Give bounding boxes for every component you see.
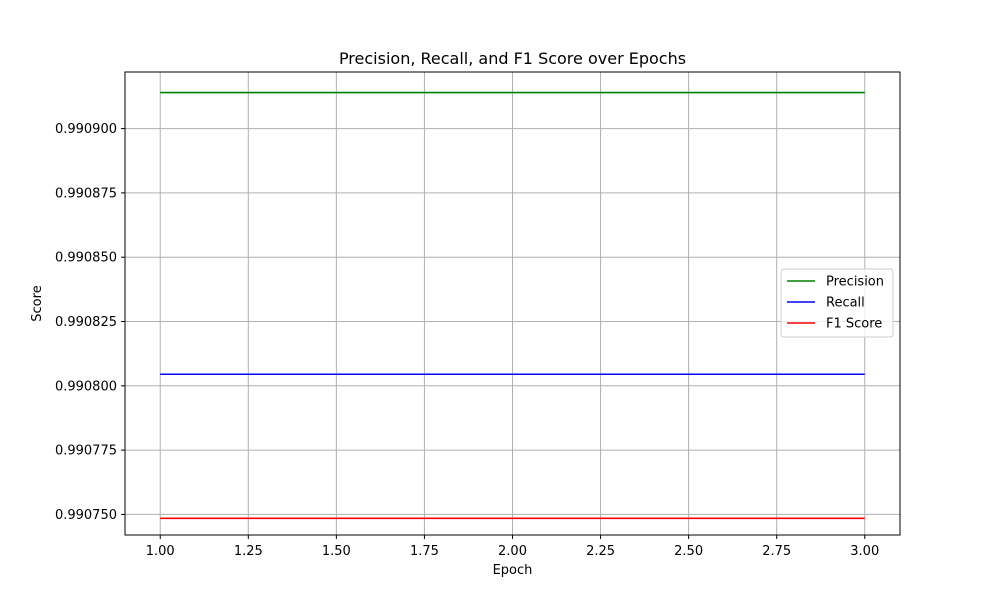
x-tick-label: 2.25 [586, 544, 615, 559]
x-tick-label: 1.25 [234, 544, 263, 559]
x-axis-title: Epoch [493, 563, 533, 578]
y-tick-label: 0.990750 [55, 508, 117, 523]
x-tick-label: 1.75 [410, 544, 439, 559]
legend: Precision Recall F1 Score [780, 268, 894, 338]
grid [125, 72, 900, 535]
x-tick-label: 2.00 [498, 544, 527, 559]
y-axis-title: Score [30, 285, 45, 321]
y-tick-label: 0.990850 [55, 251, 117, 266]
x-tick-label: 2.75 [762, 544, 791, 559]
y-axis-ticks: 0.990750 0.990775 0.990800 0.990825 0.990850… [55, 122, 125, 523]
series-lines [160, 91, 865, 520]
legend-label-precision: Precision [826, 275, 884, 290]
chart-title: Precision, Recall, and F1 Score over Epo… [339, 49, 686, 68]
x-axis-ticks: 1.00 1.25 1.50 1.75 2.00 2.25 2.50 2.75 3.00 [146, 535, 879, 559]
x-tick-label: 1.00 [146, 544, 175, 559]
y-tick-label: 0.990800 [55, 379, 117, 394]
x-tick-label: 2.50 [674, 544, 703, 559]
legend-label-recall: Recall [826, 296, 865, 311]
y-tick-label: 0.990775 [55, 444, 117, 459]
x-tick-label: 1.50 [322, 544, 351, 559]
legend-label-f1-score: F1 Score [826, 317, 882, 332]
y-tick-label: 0.990825 [55, 315, 117, 330]
x-tick-label: 3.00 [850, 544, 879, 559]
legend-box [780, 268, 894, 338]
y-tick-label: 0.990875 [55, 186, 117, 201]
y-tick-label: 0.990900 [55, 122, 117, 137]
